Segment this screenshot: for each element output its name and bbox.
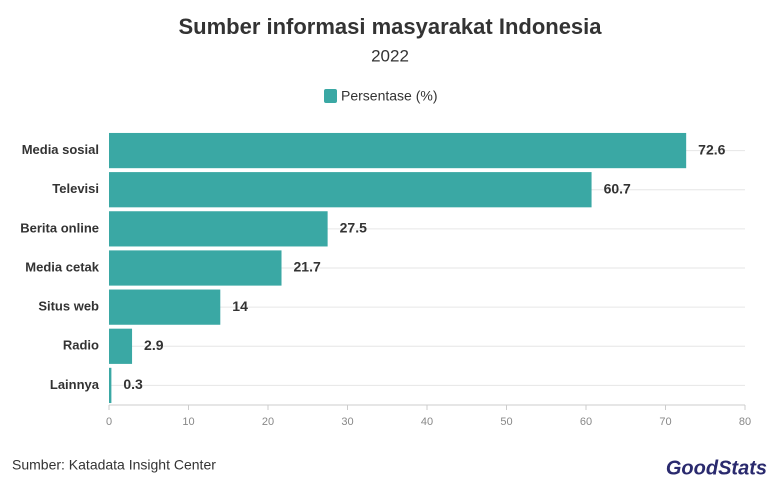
- bar: [109, 132, 687, 169]
- x-tick-label: 10: [182, 416, 194, 428]
- y-tick-label: Radio: [63, 338, 99, 353]
- logo: GoodStats: [666, 457, 767, 479]
- bar: [109, 328, 133, 364]
- y-tick-label: Media cetak: [25, 259, 99, 274]
- value-label: 27.5: [340, 220, 367, 236]
- bar: [109, 211, 328, 247]
- legend-swatch: [324, 89, 337, 103]
- y-tick-label: Situs web: [38, 299, 99, 314]
- y-tick-label: Televisi: [52, 181, 99, 196]
- x-tick-label: 80: [739, 416, 751, 428]
- bar: [109, 172, 592, 208]
- bar: [109, 289, 221, 325]
- x-tick-label: 40: [421, 416, 433, 428]
- chart-subtitle: 2022: [371, 46, 409, 65]
- chart-title: Sumber informasi masyarakat Indonesia: [178, 14, 602, 39]
- x-tick-label: 20: [262, 416, 274, 428]
- x-tick-label: 30: [341, 416, 353, 428]
- y-tick-label: Media sosial: [22, 142, 99, 157]
- value-label: 14: [232, 298, 248, 314]
- x-tick-label: 50: [500, 416, 512, 428]
- value-label: 21.7: [294, 259, 321, 275]
- x-tick-label: 70: [659, 416, 671, 428]
- y-tick-label: Lainnya: [50, 377, 100, 392]
- legend-label: Persentase (%): [341, 88, 437, 104]
- x-tick-label: 0: [106, 416, 112, 428]
- value-label: 2.9: [144, 337, 164, 353]
- y-tick-label: Berita online: [20, 220, 99, 235]
- value-label: 72.6: [698, 141, 725, 157]
- source: Sumber: Katadata Insight Center: [12, 457, 216, 473]
- x-tick-label: 60: [580, 416, 592, 428]
- value-label: 60.7: [604, 180, 631, 196]
- bar: [109, 250, 282, 286]
- bar: [109, 367, 112, 404]
- value-label: 0.3: [123, 376, 143, 392]
